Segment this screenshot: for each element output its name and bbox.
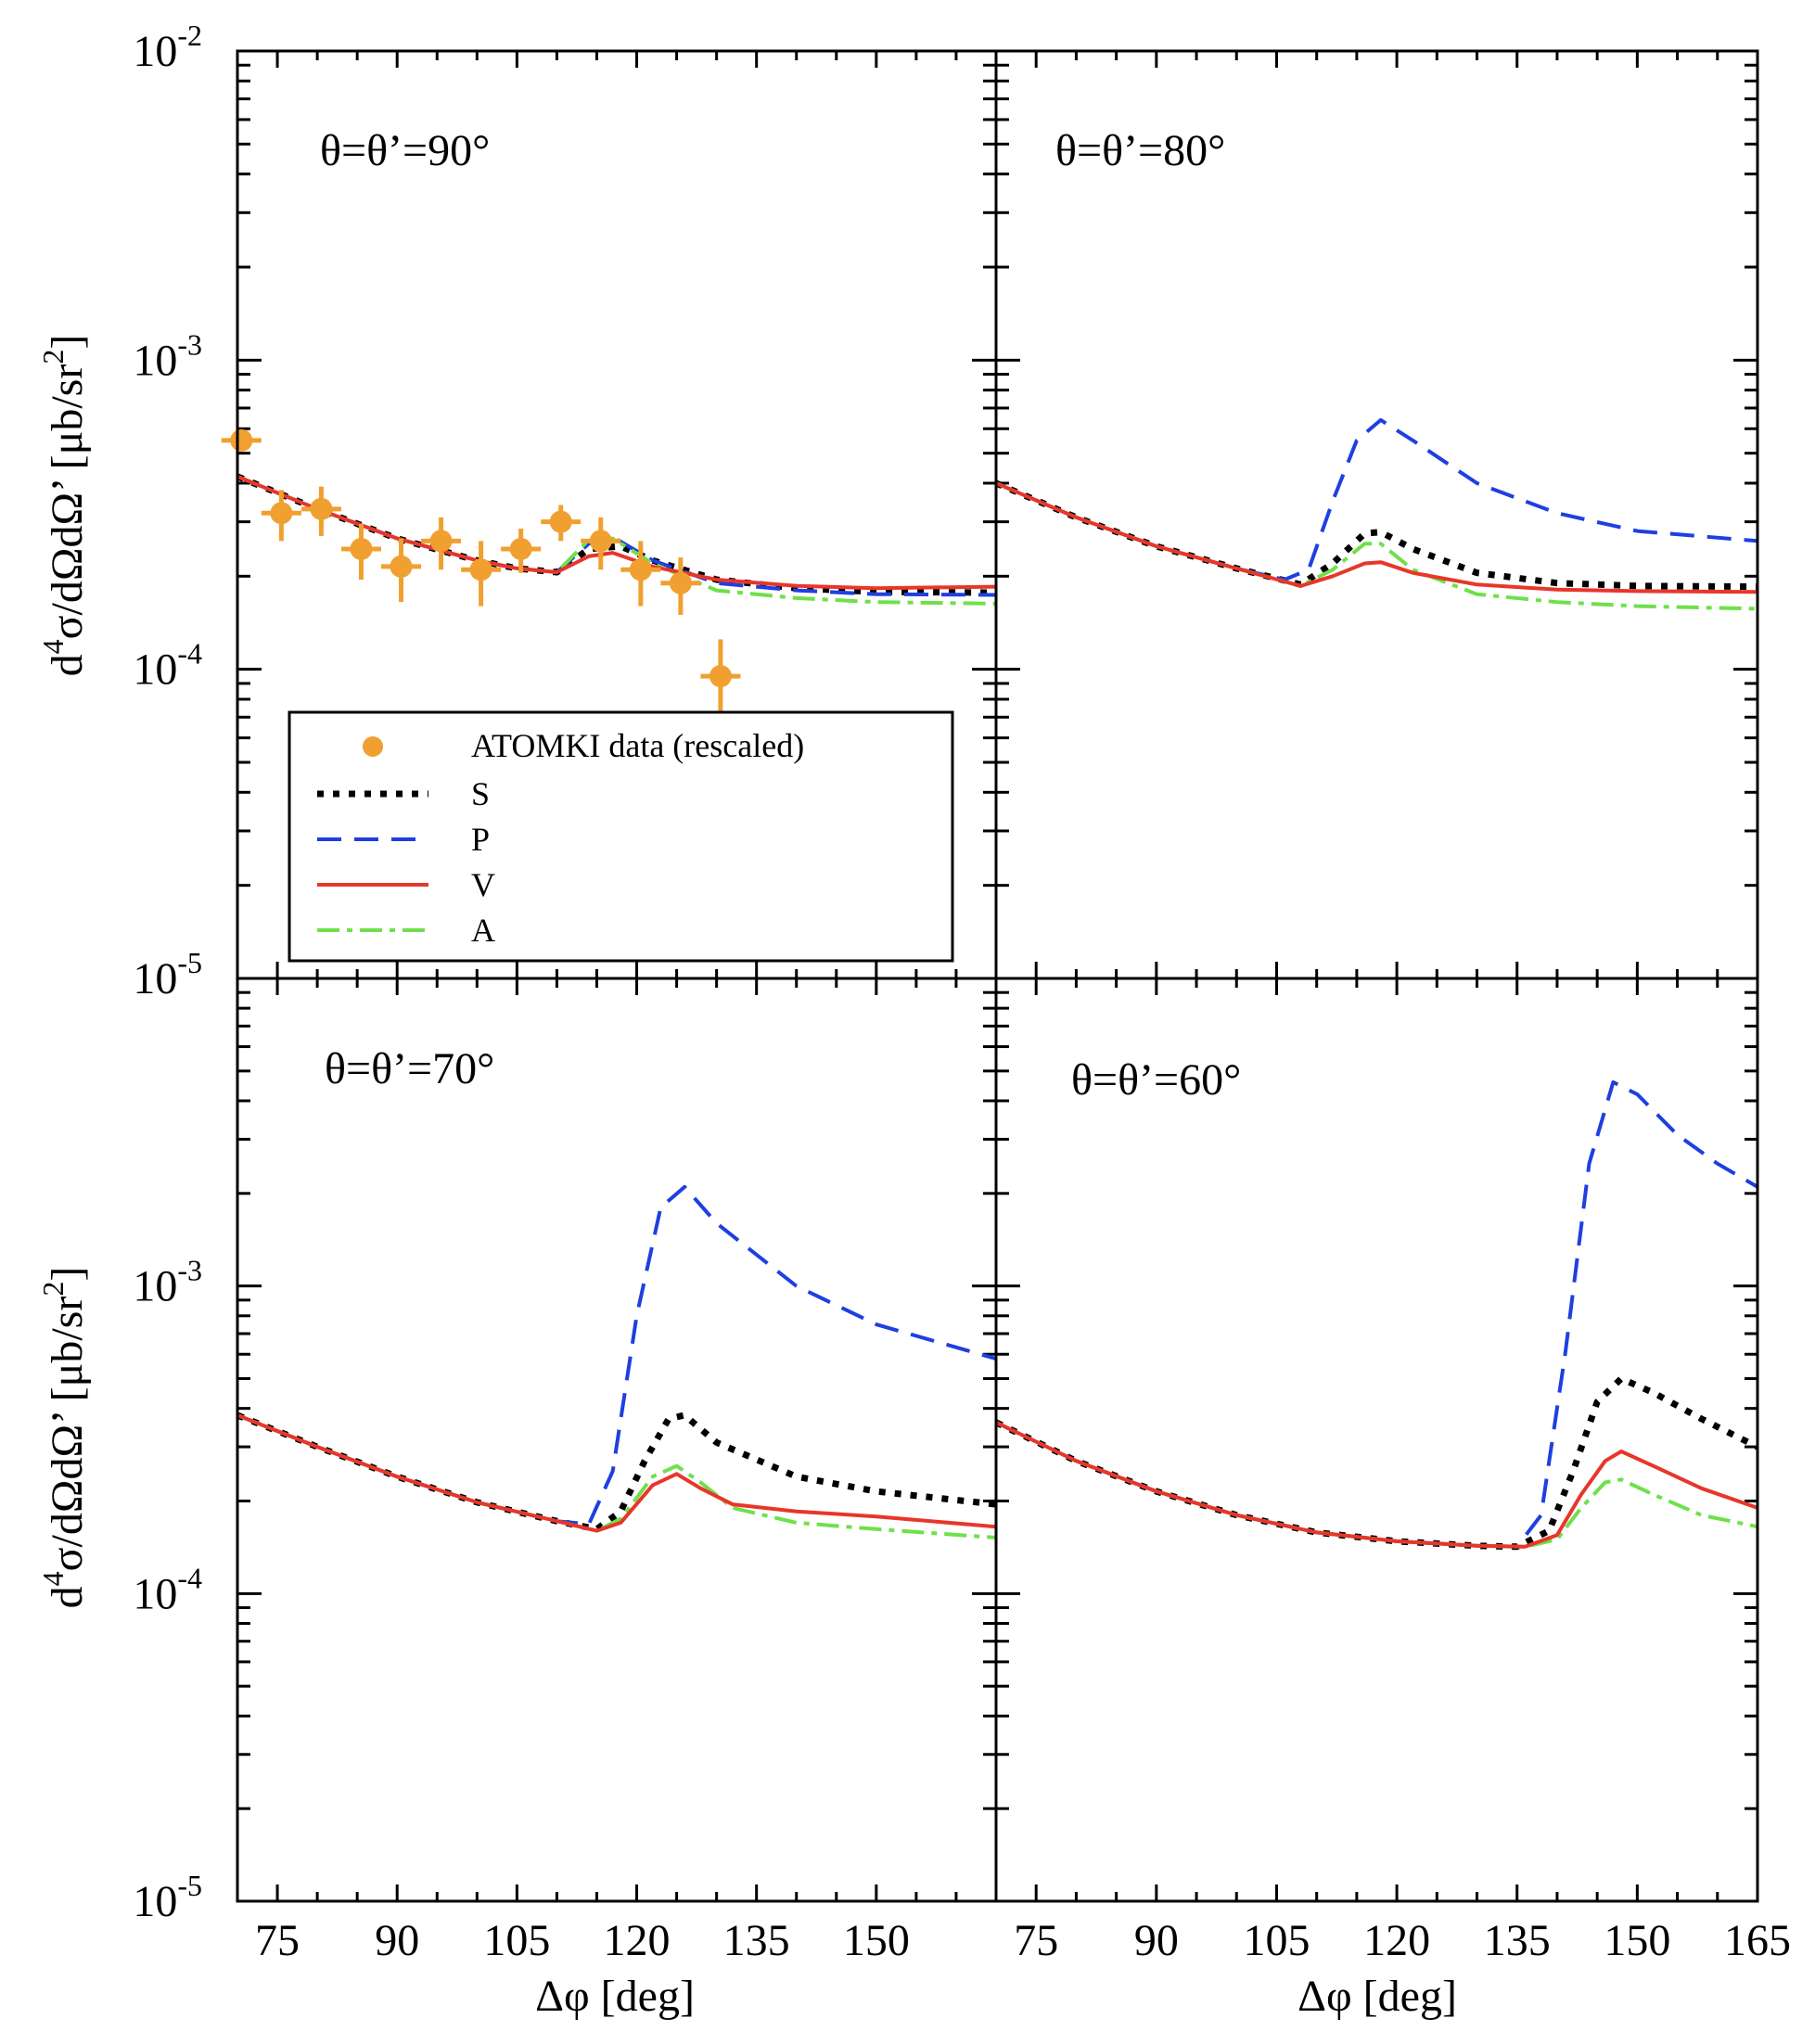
panel-label-60: θ=θ’=60° [1071,1055,1241,1105]
panel-label-80: θ=θ’=80° [1055,126,1225,175]
x-tick-label-right: 75 [1014,1916,1058,1965]
y-tick-label-bottom-1e-5: 10-5 [133,1869,202,1926]
panel-label-90: θ=θ’=90° [320,126,490,175]
data-point [230,428,253,452]
x-tick-label-left: 105 [483,1916,550,1965]
x-tick-label-right: 135 [1484,1916,1551,1965]
x-tick-label-left: 75 [255,1916,300,1965]
data-point [310,497,333,520]
y-axis-title-bottom: d4σ/dΩdΩ’ [μb/sr2] [36,1267,92,1609]
y-tick-label-top-1e-2: 10-2 [133,19,202,76]
legend-data-marker [363,736,383,757]
legend-label-data: ATOMKI data (rescaled) [471,727,804,764]
y-tick-label-top-1e-3: 10-3 [133,327,202,385]
legend-label-A: A [471,912,495,949]
data-point [390,555,413,578]
series-P-curve-panel-3 [996,1079,1757,1549]
legend-label-S: S [471,775,490,812]
x-tick-label-right: 165 [1724,1916,1791,1965]
series-S-curve-panel-2 [237,1412,996,1533]
legend: ATOMKI data (rescaled) S P V A [288,710,954,963]
series-V-curve-panel-3 [996,1420,1757,1549]
x-axis-title-right: Δφ [deg] [1297,1972,1457,2021]
panel-label-70: θ=θ’=70° [325,1044,494,1093]
x-tick-label-left: 135 [723,1916,790,1965]
data-point [669,571,692,594]
series-P-curve-panel-2 [237,1184,996,1527]
legend-box [288,710,954,963]
y-tick-label-bottom-1e-3: 10-3 [133,1254,202,1311]
x-tick-label-right: 90 [1134,1916,1179,1965]
y-tick-label-mid-1e-5: 10-5 [133,946,202,1003]
series-S-curve-panel-1 [996,479,1757,591]
x-axis-title-left: Δφ [deg] [535,1972,695,2021]
series-V-curve-panel-2 [237,1413,996,1533]
y-tick-label-top-1e-4: 10-4 [133,637,202,695]
x-tick-label-left: 90 [375,1916,419,1965]
series-A-curve-panel-3 [996,1420,1757,1549]
data-point [629,558,652,581]
y-tick-label-bottom-1e-4: 10-4 [133,1561,202,1618]
x-tick-label-right: 150 [1604,1916,1670,1965]
x-tick-label-right: 105 [1243,1916,1310,1965]
series-V-curve-panel-0 [237,475,996,591]
series-S-curve-panel-0 [237,473,996,596]
legend-label-V: V [471,866,495,903]
data-point [709,665,732,688]
data-point [549,510,572,533]
x-tick-label-left: 120 [604,1916,671,1965]
data-point [509,537,532,560]
data-point [350,537,373,560]
x-tick-label-right: 120 [1363,1916,1430,1965]
series-P-curve-panel-1 [996,417,1757,581]
data-point [429,530,453,553]
data-point [270,502,293,525]
panel-frame [994,49,1759,980]
x-tick-label-left: 150 [843,1916,910,1965]
data-point [589,530,612,553]
panel-frame [994,977,1759,1903]
y-axis-title-top: d4σ/dΩdΩ’ [μb/sr2] [36,335,92,677]
legend-label-P: P [471,821,490,858]
series-P-curve-panel-0 [237,475,996,597]
series-V-curve-panel-1 [996,481,1757,594]
data-point [469,558,492,581]
